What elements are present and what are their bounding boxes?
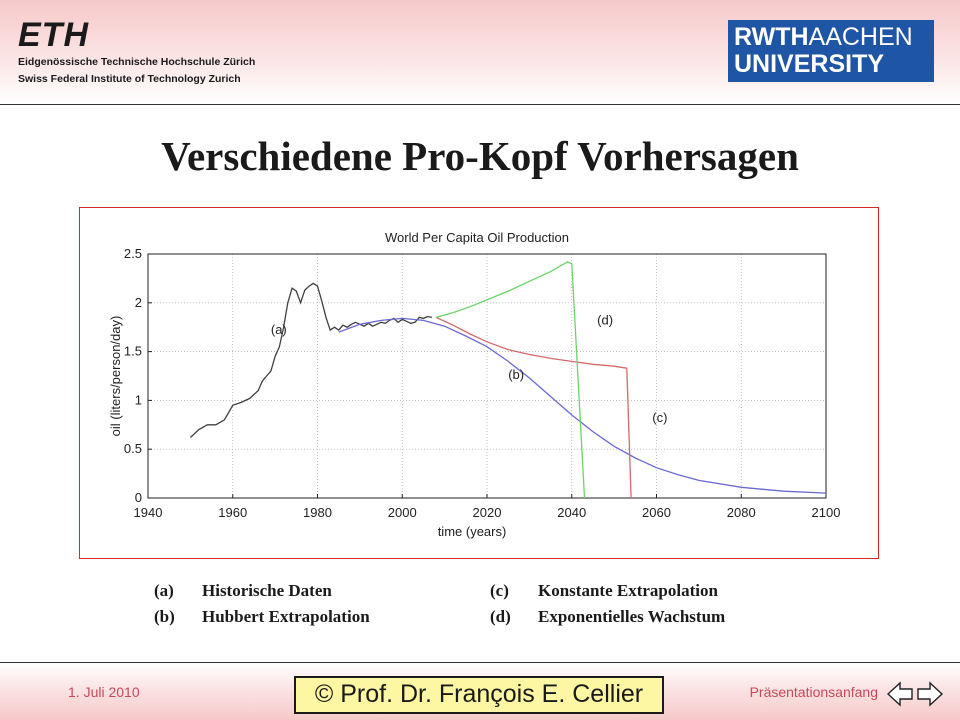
x-tick-label: 2080 [727, 505, 756, 520]
chart: 1940 1960 1980 2000 2020 2040 2060 2080 2100 0 0.5… [108, 230, 841, 539]
y-axis-label: oil (liters/person/day) [108, 316, 123, 437]
legend-label: Konstante Extrapolation [538, 581, 718, 600]
y-tick-label: 2.5 [124, 246, 142, 261]
legend-item-c: (c) Konstante Extrapolation [490, 580, 725, 606]
chart-frame: 1940 1960 1980 2000 2020 2040 2060 2080 2100 0 0.5… [79, 207, 879, 559]
chart-title: World Per Capita Oil Production [385, 230, 569, 245]
presentation-start-link[interactable]: Präsentationsanfang [749, 684, 878, 700]
rwth-logo-aachen: AACHEN [808, 23, 913, 51]
x-tick-label: 1960 [218, 505, 247, 520]
rwth-logo-line2: UNIVERSITY [734, 50, 885, 78]
series-a-line [189, 282, 433, 438]
eth-name-english: Swiss Federal Institute of Technology Zu… [18, 73, 241, 85]
x-tick-label: 2000 [388, 505, 417, 520]
legend-column-right: (c) Konstante Extrapolation (d) Exponentie… [490, 580, 725, 632]
y-tick-label: 2 [135, 295, 142, 310]
rwth-logo-line1: RWTHAACHEN [734, 24, 934, 51]
legend-item-d: (d) Exponentielles Wachstum [490, 606, 725, 632]
eth-logo: ETH Eidgenössische Technische Hochschule… [18, 18, 255, 86]
rwth-logo: RWTHAACHEN UNIVERSITY [728, 20, 934, 82]
nav-arrows [886, 680, 946, 713]
legend-key: (d) [490, 607, 511, 626]
header-rule [0, 104, 960, 105]
series-label: (c) [652, 410, 667, 425]
legend-label: Hubbert Extrapolation [202, 607, 370, 626]
y-tick-label: 1.5 [124, 344, 142, 359]
y-tick-label: 0 [135, 490, 142, 505]
legend-label: Historische Daten [202, 581, 332, 600]
y-tick-label: 1 [135, 392, 142, 407]
x-tick-label: 2060 [642, 505, 671, 520]
legend-key: (b) [154, 607, 175, 626]
rwth-logo-rwth: RWTH [734, 23, 809, 51]
legend-key: (a) [154, 581, 174, 600]
eth-name-german: Eidgenössische Technische Hochschule Zür… [18, 56, 256, 68]
x-tick-label: 2100 [812, 505, 841, 520]
next-arrow-icon[interactable] [917, 681, 944, 707]
x-tick-label: 2020 [473, 505, 502, 520]
x-tick-label: 1980 [303, 505, 332, 520]
prev-arrow-icon[interactable] [886, 681, 913, 707]
footer-rule [0, 662, 960, 663]
series-label: (b) [508, 367, 524, 382]
legend-item-a: (a) Historische Daten [154, 580, 370, 606]
footer-date: 1. Juli 2010 [68, 684, 140, 700]
slide-title: Verschiedene Pro-Kopf Vorhersagen [161, 133, 799, 179]
series-b-line [338, 317, 827, 494]
series-label: (a) [271, 322, 287, 337]
legend-label: Exponentielles Wachstum [538, 607, 726, 626]
nav-arrows-svg [886, 681, 944, 707]
x-tick-label: 1940 [134, 505, 163, 520]
legend-column-left: (a) Historische Daten (b) Hubbert Extrapol… [154, 580, 370, 632]
footer-author-box: © Prof. Dr. François E. Cellier [294, 676, 664, 714]
legend-key: (c) [490, 581, 509, 600]
x-tick-label: 2040 [557, 505, 586, 520]
series-label: (d) [597, 312, 613, 327]
eth-wordmark: ETH [18, 16, 89, 54]
legend-item-b: (b) Hubbert Extrapolation [154, 606, 370, 632]
series-d-line [435, 261, 586, 499]
x-axis-label: time (years) [438, 524, 507, 539]
y-tick-label: 0.5 [124, 441, 142, 456]
series-c-line [435, 316, 632, 499]
